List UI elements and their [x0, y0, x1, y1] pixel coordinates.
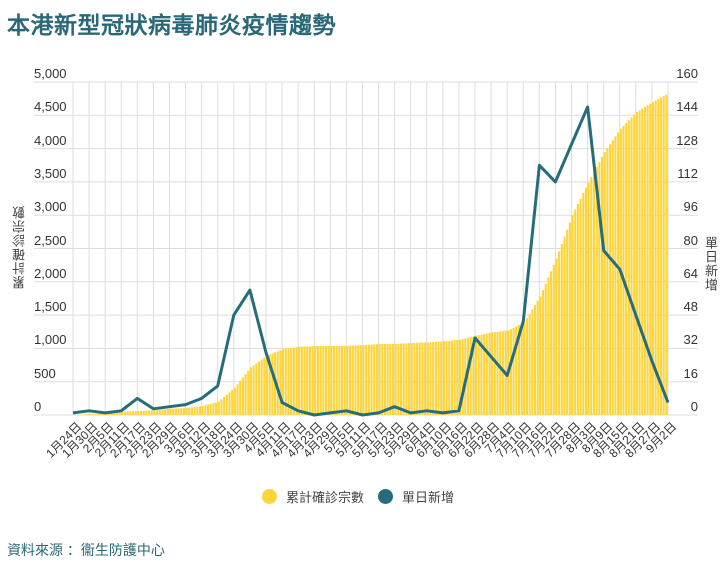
- right-tick-label: 0: [690, 399, 698, 414]
- left-tick-label: 4,500: [34, 99, 67, 115]
- right-axis-label: 單日新增: [703, 236, 718, 292]
- legend: 累計確診宗數 單日新增: [262, 487, 460, 506]
- left-tick-label: 5,000: [34, 66, 67, 81]
- daily-new-line: [72, 105, 670, 417]
- right-tick-label: 32: [683, 332, 698, 348]
- left-tick-label: 500: [34, 365, 56, 381]
- page-title: 本港新型冠狀病毒肺炎疫情趨勢: [7, 12, 336, 38]
- right-tick-label: 48: [683, 299, 698, 315]
- chart-canvas: [34, 81, 698, 417]
- legend-item-cumulative[interactable]: 累計確診宗數: [262, 487, 364, 506]
- left-tick-label: 3,500: [34, 165, 67, 181]
- left-tick-label: 2,500: [34, 232, 67, 248]
- left-tick-label: 1,000: [34, 332, 67, 348]
- left-tick-label: 3,000: [34, 199, 67, 215]
- left-tick-label: 2,000: [34, 265, 67, 281]
- legend-label-daily: 單日新增: [402, 490, 455, 505]
- legend-label-cumulative: 累計確診宗數: [286, 490, 365, 505]
- right-tick-label: 80: [683, 232, 698, 248]
- cumulative-bars: [73, 94, 668, 416]
- left-tick-label: 1,500: [34, 299, 67, 315]
- daily-swatch-icon: [378, 489, 394, 504]
- right-tick-label: 16: [683, 365, 698, 381]
- left-tick-label: 0: [34, 399, 42, 414]
- legend-item-daily[interactable]: 單日新增: [378, 487, 454, 506]
- left-axis-label: 累計確診宗數: [12, 205, 27, 289]
- left-tick-label: 4,000: [34, 132, 67, 148]
- source-note: 資料來源 ：衞生防護中心: [7, 542, 165, 558]
- right-tick-label: 160: [676, 66, 698, 81]
- cumulative-swatch-icon: [262, 489, 277, 504]
- right-tick-label: 112: [677, 165, 698, 181]
- right-tick-label: 128: [676, 132, 698, 148]
- right-tick-label: 144: [676, 99, 698, 115]
- right-tick-label: 64: [683, 265, 698, 281]
- right-tick-label: 96: [683, 199, 698, 215]
